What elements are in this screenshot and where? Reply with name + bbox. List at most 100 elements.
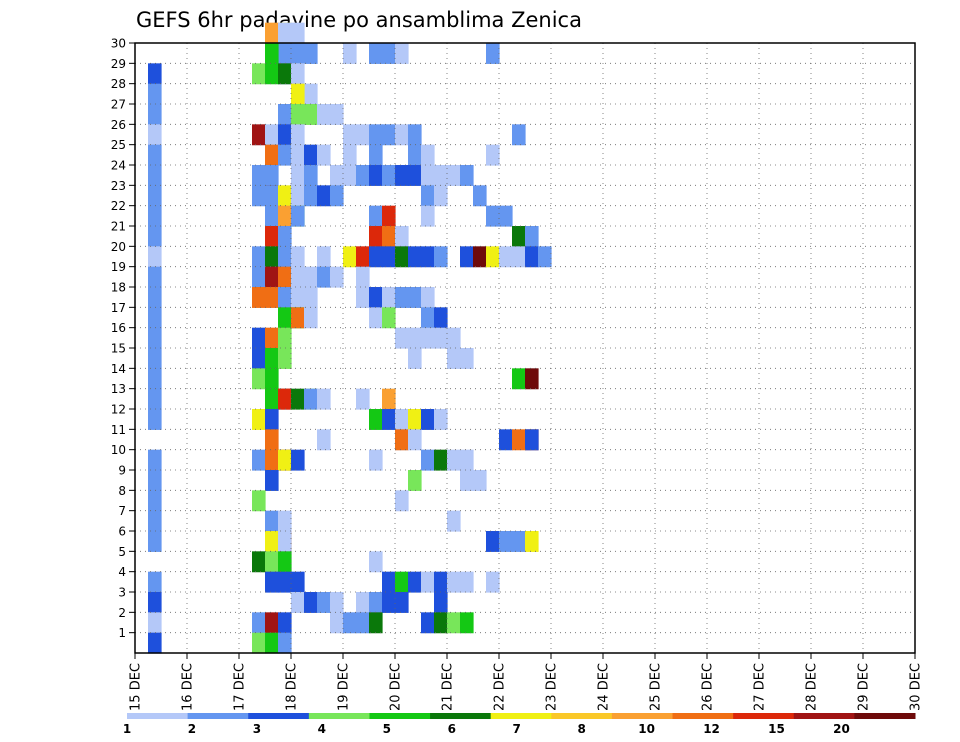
heatmap-cell: [265, 388, 279, 410]
heatmap-cell: [343, 43, 357, 64]
gridlines: [134, 42, 916, 653]
heatmap-cells: [148, 22, 552, 654]
heatmap-cell: [148, 632, 162, 654]
x-tick-label: 25 DEC: [649, 663, 664, 711]
heatmap-cell: [278, 185, 292, 207]
heatmap-cell: [148, 266, 162, 288]
heatmap-cell: [148, 510, 162, 532]
heatmap-cell: [369, 124, 383, 146]
x-tick-label: 28 DEC: [805, 663, 820, 711]
heatmap-cell: [447, 571, 461, 593]
heatmap-cell: [304, 266, 318, 288]
heatmap-cell: [382, 165, 396, 186]
legend-level-label: 15: [768, 722, 785, 736]
heatmap-cell: [265, 510, 279, 532]
heatmap-cell: [486, 571, 500, 593]
heatmap-cell: [291, 83, 305, 105]
heatmap-cell: [421, 327, 435, 349]
heatmap-cell: [317, 185, 331, 207]
heatmap-cell: [369, 551, 383, 573]
heatmap-cell: [499, 246, 513, 268]
legend-swatch: [793, 713, 855, 719]
heatmap-cell: [278, 246, 292, 268]
heatmap-cell: [278, 388, 292, 410]
y-tick-label: 9: [118, 464, 126, 478]
heatmap-cell: [486, 531, 500, 552]
heatmap-cell: [499, 205, 513, 227]
legend-swatch: [672, 713, 734, 719]
heatmap-cell: [291, 266, 305, 288]
heatmap-cell: [382, 592, 396, 613]
heatmap-cell: [148, 490, 162, 512]
legend-level-label: 5: [383, 722, 391, 736]
y-tick-label: 17: [111, 301, 126, 315]
heatmap-cell: [265, 551, 279, 573]
heatmap-cell: [434, 449, 448, 471]
y-tick-label: 16: [111, 321, 126, 335]
heatmap-cell: [148, 104, 162, 125]
heatmap-cell: [421, 409, 435, 430]
heatmap-cell: [265, 226, 279, 247]
heatmap-cell: [421, 571, 435, 593]
heatmap-cell: [382, 287, 396, 308]
y-tick-label: 1: [118, 626, 126, 640]
heatmap-cell: [473, 246, 487, 268]
heatmap-cell: [252, 348, 266, 369]
heatmap-cell: [512, 246, 526, 268]
legend-level-label: 10: [638, 722, 655, 736]
heatmap-cell: [291, 144, 305, 166]
heatmap-cell: [369, 144, 383, 166]
heatmap-cell: [278, 22, 292, 44]
heatmap-cell: [148, 449, 162, 471]
y-tick-label: 7: [118, 504, 126, 518]
y-tick-label: 30: [111, 37, 126, 51]
heatmap-cell: [382, 124, 396, 146]
heatmap-cell: [330, 185, 344, 207]
heatmap-cell: [408, 409, 422, 430]
legend-swatch: [127, 713, 189, 719]
heatmap-cell: [265, 348, 279, 369]
y-tick-label: 6: [118, 525, 126, 539]
heatmap-cell: [265, 368, 279, 390]
heatmap-cell: [148, 205, 162, 227]
heatmap-cell: [434, 165, 448, 186]
heatmap-cell: [447, 165, 461, 186]
heatmap-cell: [265, 246, 279, 268]
heatmap-cell: [499, 531, 513, 552]
heatmap-cell: [369, 43, 383, 64]
heatmap-cell: [252, 368, 266, 390]
heatmap-cell: [265, 409, 279, 430]
heatmap-cell: [356, 592, 370, 613]
heatmap-cell: [148, 368, 162, 390]
legend-swatch: [611, 713, 674, 719]
heatmap-cell: [343, 124, 357, 146]
chart-title: GEFS 6hr padavine po ansamblima Zenica: [136, 8, 582, 32]
heatmap-cell: [421, 205, 435, 227]
heatmap-cell: [525, 368, 539, 390]
legend-level-label: 1: [123, 722, 131, 736]
heatmap-cell: [291, 449, 305, 471]
heatmap-cell: [278, 307, 292, 329]
heatmap-cell: [408, 165, 422, 186]
heatmap-cell: [460, 246, 474, 268]
heatmap-cell: [408, 470, 422, 491]
heatmap-cell: [369, 592, 383, 613]
heatmap-cell: [148, 531, 162, 552]
heatmap-cell: [460, 449, 474, 471]
heatmap-cell: [408, 348, 422, 369]
heatmap-cell: [317, 144, 331, 166]
heatmap-cell: [148, 348, 162, 369]
heatmap-cell: [525, 246, 539, 268]
legend-level-label: 6: [448, 722, 456, 736]
heatmap-cell: [421, 165, 435, 186]
legend-level-label: 12: [703, 722, 720, 736]
x-tick-label: 23 DEC: [545, 663, 560, 711]
heatmap-cell: [512, 429, 526, 451]
heatmap-cell: [382, 571, 396, 593]
y-tick-label: 27: [111, 98, 126, 112]
x-tick-label: 30 DEC: [909, 663, 924, 711]
heatmap-cell: [252, 409, 266, 430]
heatmap-cell: [330, 165, 344, 186]
heatmap-cell: [291, 571, 305, 593]
